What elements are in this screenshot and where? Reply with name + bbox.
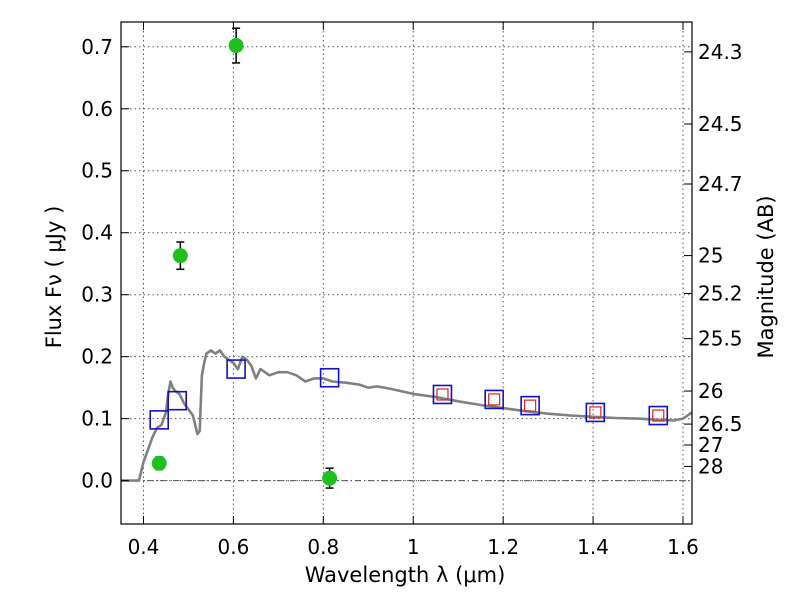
magnitude-tick-label: 25.5	[698, 327, 743, 351]
y-tick-label: 0.1	[81, 407, 113, 431]
magnitude-axis-label: Magnitude (AB)	[754, 195, 778, 358]
model-band-square	[484, 389, 504, 410]
x-tick-label: 1.4	[577, 535, 609, 559]
model-band-square-small	[524, 399, 537, 412]
magnitude-tick-label: 25	[698, 244, 723, 268]
observed-flux-point	[151, 455, 167, 471]
observed-flux-point	[322, 470, 338, 486]
y-tick-label: 0.3	[81, 283, 113, 307]
y-tick-label: 0.2	[81, 345, 113, 369]
magnitude-tick-label: 27	[698, 433, 723, 457]
x-axis-ticks: 0.4 0.6 0.8 1 1.2 1.4 1.6	[128, 22, 699, 559]
y-axis-label: Flux Fν ( μJy )	[42, 206, 66, 349]
x-tick-label: 1	[407, 535, 420, 559]
y-tick-label: 0.4	[81, 221, 113, 245]
model-band-square	[167, 390, 188, 411]
x-tick-label: 1.6	[667, 535, 699, 559]
y-tick-label: 0.7	[81, 35, 113, 59]
model-band-square	[226, 359, 246, 379]
model-sed-layer	[121, 349, 693, 482]
model-band-square	[319, 367, 340, 388]
x-tick-label: 0.8	[307, 535, 339, 559]
magnitude-tick-label: 24.7	[698, 172, 743, 196]
model-sed-line	[121, 349, 693, 482]
model-band-square	[648, 405, 669, 426]
magnitude-tick-label: 24.5	[698, 112, 743, 136]
x-tick-label: 1.2	[487, 535, 519, 559]
model-band-square-small	[652, 409, 665, 422]
magnitude-tick-label: 28	[698, 454, 723, 478]
observed-flux-point	[228, 38, 244, 54]
model-band-square	[585, 402, 606, 423]
model-band-square-small	[488, 393, 501, 406]
model-band-square-small	[589, 406, 602, 419]
model-band-square	[520, 395, 540, 416]
model-band-squares-layer	[149, 359, 669, 430]
y-tick-label: 0.6	[81, 97, 113, 121]
model-band-square-small	[436, 388, 449, 401]
plot-frame	[120, 21, 693, 525]
y-axis-ticks: 0.0 0.1 0.2 0.3 0.4 0.5 0.6 0.7	[81, 35, 129, 493]
model-band-square	[432, 384, 453, 405]
grid-lines	[121, 22, 692, 524]
x-tick-label: 0.4	[128, 535, 160, 559]
magnitude-tick-label: 25.2	[698, 281, 743, 305]
y-tick-label: 0.5	[81, 159, 113, 183]
x-tick-label: 0.6	[217, 535, 249, 559]
y-tick-label: 0.0	[81, 469, 113, 493]
magnitude-tick-label: 26	[698, 379, 723, 403]
observed-points-layer	[151, 27, 338, 489]
magnitude-tick-label: 24.3	[698, 40, 743, 64]
observed-flux-point	[172, 248, 188, 264]
model-band-square	[149, 410, 170, 430]
magnitude-tick-label: 26.5	[698, 412, 743, 436]
x-axis-label: Wavelength λ (μm)	[305, 563, 506, 587]
